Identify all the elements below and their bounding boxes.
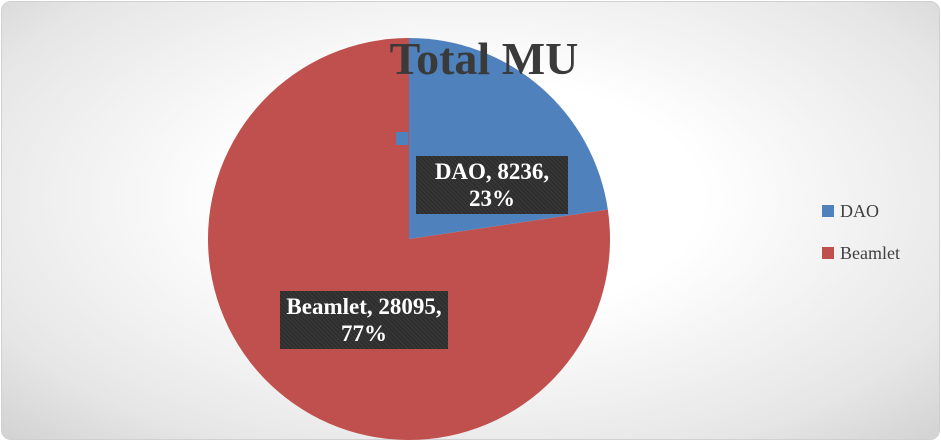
legend-swatch: [822, 247, 834, 259]
data-label: Beamlet, 28095, 77%: [280, 291, 448, 349]
chart-title: Total MU: [389, 33, 579, 84]
legend-swatch: [822, 205, 834, 217]
legend-label: DAO: [840, 201, 879, 221]
legend-label: Beamlet: [840, 243, 900, 263]
data-label: DAO, 8236, 23%: [416, 156, 568, 214]
label-key: [396, 132, 408, 145]
